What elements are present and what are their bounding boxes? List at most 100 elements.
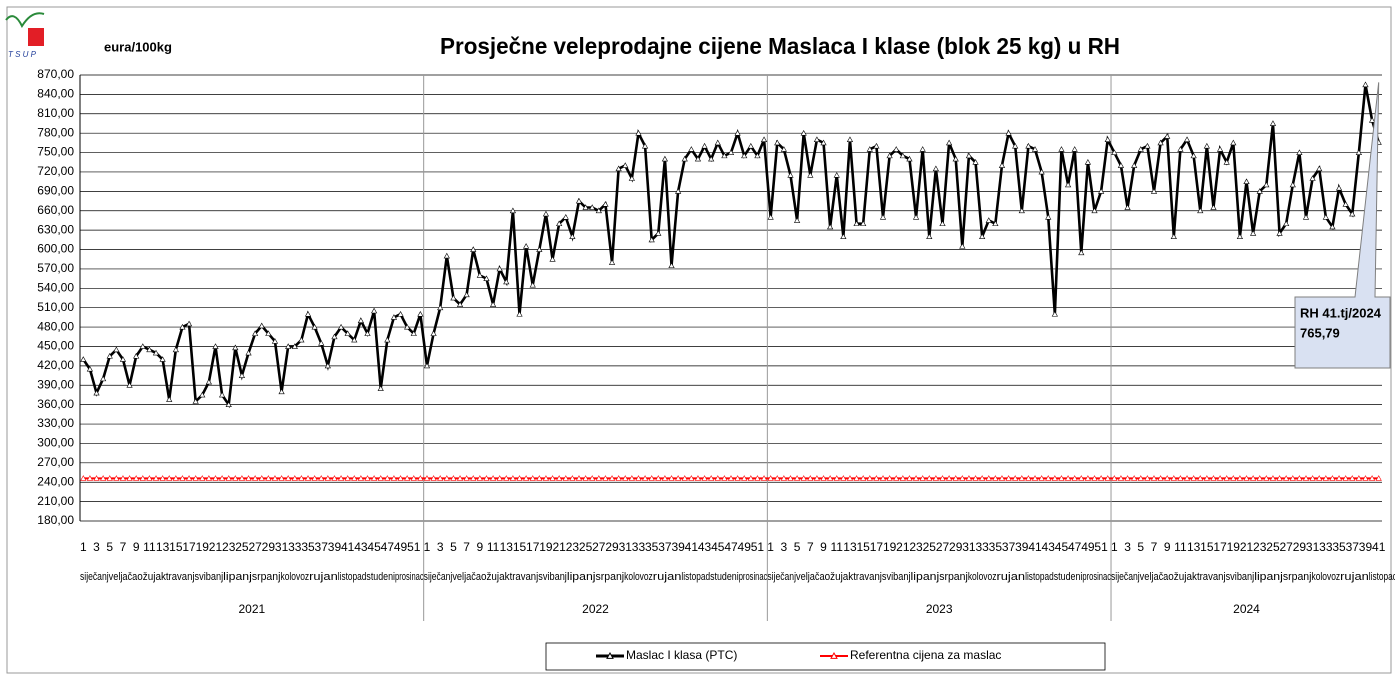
- x-tick-label: 51: [751, 540, 765, 554]
- point-marker: [846, 136, 854, 143]
- point-marker: [582, 204, 589, 210]
- point-marker: [185, 475, 193, 481]
- point-marker: [152, 475, 160, 481]
- point-marker: [840, 233, 847, 239]
- point-marker: [767, 475, 774, 481]
- point-marker: [225, 475, 232, 481]
- x-tick-label: 23: [222, 540, 236, 554]
- month-label: ožujak: [825, 571, 854, 583]
- point-marker: [807, 171, 814, 178]
- month-label: rujan: [996, 571, 1025, 583]
- month-label: studeni: [710, 571, 739, 583]
- point-marker: [582, 475, 589, 481]
- x-tick-label: 49: [738, 540, 752, 554]
- y-tick-label: 600,00: [37, 242, 74, 256]
- point-marker: [840, 475, 847, 481]
- x-tick-label: 29: [262, 540, 276, 554]
- point-marker: [668, 262, 675, 269]
- point-marker: [100, 475, 107, 481]
- point-marker: [602, 201, 609, 207]
- month-label: svibanj: [195, 571, 224, 583]
- point-marker: [1005, 129, 1012, 136]
- point-marker: [641, 142, 649, 149]
- point-marker: [992, 220, 999, 227]
- point-marker: [542, 475, 550, 481]
- x-tick-label: 27: [936, 540, 950, 554]
- point-marker: [608, 475, 616, 481]
- point-marker: [483, 475, 490, 481]
- point-marker: [1269, 475, 1277, 481]
- point-marker: [1309, 175, 1316, 181]
- x-tick-label: 25: [235, 540, 249, 554]
- point-marker: [899, 475, 906, 481]
- x-tick-label: 35: [301, 540, 315, 554]
- legend-label: Maslac I klasa (PTC): [626, 648, 737, 662]
- point-marker: [1296, 149, 1303, 155]
- point-marker: [523, 243, 530, 249]
- point-marker: [912, 475, 920, 481]
- point-marker: [331, 333, 338, 340]
- month-label: ožujak: [481, 571, 510, 583]
- point-marker: [238, 372, 246, 378]
- point-marker: [1018, 475, 1025, 481]
- month-label: listopad: [681, 571, 710, 583]
- point-marker: [1322, 213, 1329, 220]
- point-marker: [860, 220, 867, 227]
- x-tick-label: 33: [975, 540, 989, 554]
- x-tick-label: 39: [1359, 540, 1373, 554]
- point-marker: [1098, 475, 1105, 481]
- point-marker: [463, 291, 470, 298]
- point-marker: [622, 475, 629, 481]
- point-marker: [741, 475, 748, 481]
- x-tick-label: 37: [1002, 540, 1016, 554]
- point-marker: [952, 155, 959, 162]
- point-marker: [734, 475, 741, 481]
- x-tick-label: 41: [685, 540, 699, 554]
- point-marker: [860, 475, 867, 481]
- year-label: 2021: [238, 602, 265, 616]
- point-marker: [721, 475, 728, 481]
- point-marker: [1018, 207, 1025, 214]
- month-label: kolovoz: [624, 571, 653, 583]
- point-marker: [635, 129, 642, 136]
- point-marker: [787, 475, 794, 481]
- point-marker: [1058, 475, 1065, 481]
- point-marker: [952, 475, 959, 481]
- month-label: prosinac: [739, 571, 768, 583]
- point-marker: [1349, 210, 1356, 217]
- y-tick-label: 420,00: [37, 358, 74, 372]
- point-marker: [126, 382, 133, 388]
- point-marker: [258, 322, 265, 329]
- point-marker: [985, 217, 992, 223]
- y-tick-label: 390,00: [37, 377, 74, 391]
- point-marker: [377, 475, 384, 481]
- point-marker: [542, 210, 550, 217]
- point-marker: [1157, 139, 1164, 146]
- point-marker: [1216, 475, 1224, 481]
- point-marker: [179, 475, 186, 481]
- x-tick-label: 25: [579, 540, 593, 554]
- point-marker: [126, 475, 133, 481]
- x-tick-label: 43: [354, 540, 368, 554]
- month-label: veljača: [109, 571, 138, 583]
- point-marker: [1355, 149, 1362, 155]
- x-tick-label: 17: [526, 540, 540, 554]
- point-marker: [1269, 120, 1277, 126]
- point-marker: [833, 171, 840, 178]
- point-marker: [344, 475, 351, 481]
- x-tick-label: 35: [645, 540, 659, 554]
- point-marker: [774, 139, 781, 146]
- x-tick-label: 47: [381, 540, 395, 554]
- point-marker: [1104, 136, 1111, 143]
- point-marker: [476, 475, 483, 481]
- point-marker: [873, 142, 880, 149]
- y-tick-label: 270,00: [37, 455, 74, 469]
- x-tick-label: 27: [248, 540, 262, 554]
- month-label: siječanj: [80, 571, 109, 583]
- point-marker: [1236, 233, 1244, 239]
- point-marker: [1342, 201, 1349, 207]
- point-marker: [245, 475, 252, 481]
- point-marker: [1084, 159, 1092, 165]
- x-tick-label: 31: [275, 540, 289, 554]
- point-marker: [337, 323, 345, 330]
